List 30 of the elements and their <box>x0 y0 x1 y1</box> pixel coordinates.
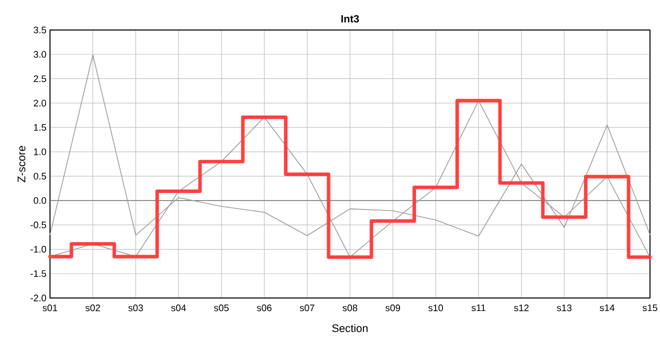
y-tick-label: -1.5 <box>30 270 46 277</box>
x-tick-label: s15 <box>642 304 658 312</box>
y-tick-label: -2.0 <box>30 294 46 302</box>
y-tick-label: 1.5 <box>34 124 46 131</box>
x-tick-label: s02 <box>85 304 100 312</box>
y-axis-title: Z-score <box>18 146 26 182</box>
y-tick-label: 1.0 <box>34 148 46 156</box>
y-tick-label: -0.5 <box>30 222 46 228</box>
x-tick-label: s06 <box>256 304 272 312</box>
y-tick-label: 2.5 <box>34 75 46 82</box>
x-tick-label: s13 <box>556 304 572 312</box>
y-tick-label: 0.0 <box>34 197 46 204</box>
x-tick-label: s07 <box>300 304 314 312</box>
y-tick-label: 3.0 <box>34 51 46 58</box>
x-tick-label: s05 <box>214 304 229 312</box>
x-tick-label: s10 <box>428 304 443 312</box>
x-tick-label: s09 <box>385 304 400 312</box>
y-tick-label: -1.0 <box>30 246 46 253</box>
y-tick-label: 0.5 <box>34 172 46 180</box>
x-tick-label: s04 <box>171 304 186 312</box>
x-tick-label: s03 <box>128 304 143 312</box>
x-tick-label: s11 <box>472 304 486 312</box>
x-tick-label: s14 <box>600 304 614 312</box>
y-tick-label: 3.5 <box>34 26 46 34</box>
chart-title: Int3 <box>341 15 359 23</box>
x-tick-label: s12 <box>514 304 529 312</box>
x-tick-label: s08 <box>342 304 358 312</box>
x-axis-title: Section <box>332 324 368 332</box>
y-tick-label: 2.0 <box>34 100 46 106</box>
x-tick-label: s01 <box>42 304 58 312</box>
